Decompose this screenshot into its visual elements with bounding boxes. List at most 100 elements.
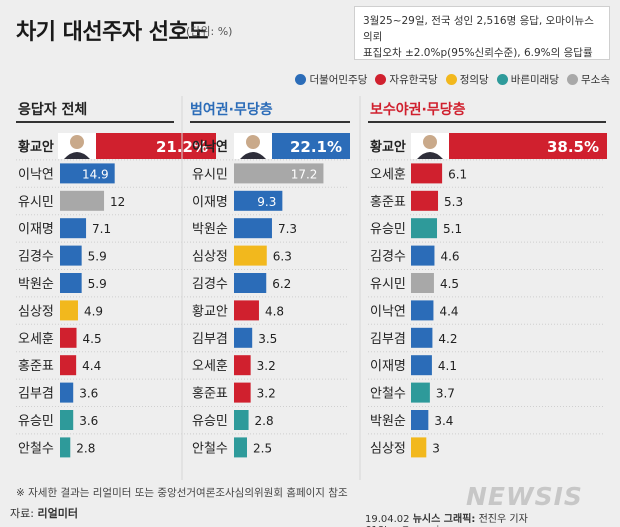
value-label: 4.1 — [438, 359, 457, 373]
bar — [60, 382, 74, 403]
bar — [411, 218, 438, 239]
bar — [234, 327, 253, 348]
portrait-face — [70, 135, 84, 149]
value-label: 3.6 — [79, 387, 98, 401]
legend-item: 더불어민주당 — [295, 72, 367, 87]
bar — [411, 245, 435, 266]
value-label: 6.3 — [273, 250, 292, 264]
panel-title-conservative: 보수야권·무당층 — [370, 102, 466, 118]
legend-item: 자유한국당 — [375, 72, 438, 87]
bar — [234, 382, 251, 403]
bar — [60, 437, 71, 458]
legend-label: 더불어민주당 — [309, 74, 368, 86]
candidate-name: 김경수 — [370, 250, 406, 265]
candidate-name: 안철수 — [192, 441, 228, 456]
value-label: 3.2 — [257, 387, 276, 401]
source-label: 자료: — [10, 507, 34, 520]
legend-label: 무소속 — [581, 74, 610, 86]
bar — [411, 355, 432, 376]
candidate-name: 오세훈 — [370, 167, 406, 182]
candidate-name: 심상정 — [192, 250, 228, 265]
candidate-name: 황교안 — [18, 139, 54, 155]
legend-dot — [445, 74, 457, 85]
value-label: 2.5 — [253, 441, 272, 455]
value-label: 5.3 — [444, 195, 463, 209]
portrait-suit — [417, 152, 443, 159]
bar — [60, 245, 82, 266]
source-name: 리얼미터 — [37, 507, 78, 520]
bar — [60, 273, 82, 293]
value-label: 4.4 — [439, 304, 458, 318]
value-label: 14.9 — [82, 167, 109, 181]
portrait-face — [246, 135, 260, 149]
candidate-name: 이재명 — [370, 359, 406, 374]
bar — [234, 245, 267, 266]
candidate-name: 심상정 — [370, 441, 406, 456]
value-label: 17.2 — [291, 167, 318, 181]
value-label: 3.5 — [258, 332, 277, 346]
value-label: 6.2 — [272, 277, 291, 291]
value-label: 4.9 — [84, 304, 103, 318]
candidate-name: 이재명 — [192, 195, 228, 210]
value-label: 2.8 — [76, 441, 95, 455]
bar — [234, 300, 259, 321]
credit-label: 전진우 기자 618tue@newsis.com — [365, 514, 528, 527]
panel-title-ruling: 범여권·무당층 — [190, 102, 273, 118]
bar — [411, 410, 429, 430]
candidate-name: 유승민 — [18, 414, 54, 429]
candidate-name: 박원순 — [192, 222, 228, 237]
bar — [60, 355, 77, 376]
value-label: 3.6 — [79, 414, 98, 428]
value-label: 38.5% — [547, 138, 599, 156]
survey-info-line: 3월25~29일, 전국 성인 2,516명 응답, 오마이뉴스 의뢰 — [363, 15, 594, 43]
candidate-name: 김부겸 — [192, 332, 228, 347]
candidate-name: 유승민 — [192, 414, 228, 429]
value-label: 9.3 — [257, 195, 276, 209]
credit-line: 19.04.02 뉴시스 그래픽: 전진우 기자 618tue@newsis.c… — [365, 510, 620, 527]
value-label: 5.9 — [88, 250, 107, 264]
candidate-name: 김부겸 — [370, 332, 406, 347]
bar — [411, 163, 443, 184]
bar — [234, 163, 324, 184]
legend-label: 바른미래당 — [510, 74, 560, 86]
newsis-logo: NEWSIS — [466, 482, 583, 511]
bar — [60, 218, 87, 239]
candidate-name: 황교안 — [370, 139, 406, 155]
survey-info-line: 표집오차 ±2.0%p(95%신뢰수준), 6.9%의 응답률 — [363, 47, 593, 59]
survey-info-box: 3월25~29일, 전국 성인 2,516명 응답, 오마이뉴스 의뢰 표집오차… — [354, 6, 610, 60]
bar — [411, 190, 439, 211]
agency-label: 뉴시스 그래픽: — [412, 514, 476, 525]
panel-title-all: 응답자 전체 — [18, 102, 88, 118]
value-label: 6.1 — [448, 167, 467, 181]
value-label: 2.8 — [255, 414, 274, 428]
candidate-name: 유승민 — [370, 222, 406, 237]
panel-rule — [368, 121, 606, 123]
bar — [234, 190, 283, 211]
value-label: 5.9 — [88, 277, 107, 291]
legend-dot — [496, 74, 508, 85]
value-label: 4.2 — [438, 332, 457, 346]
candidate-name: 오세훈 — [18, 332, 54, 347]
legend-dot — [375, 74, 387, 85]
value-label: 4.8 — [265, 304, 284, 318]
value-label: 7.3 — [278, 222, 297, 236]
legend-item: 무소속 — [567, 72, 610, 87]
candidate-name: 유시민 — [370, 277, 406, 292]
candidate-name: 유시민 — [192, 167, 228, 182]
legend-label: 자유한국당 — [389, 74, 438, 86]
portrait-suit — [240, 152, 266, 159]
candidate-name: 홍준표 — [370, 195, 406, 210]
bar — [60, 300, 78, 321]
candidate-name: 김경수 — [192, 277, 228, 292]
bar — [60, 163, 115, 184]
value-label: 4.5 — [83, 332, 102, 346]
candidate-name: 안철수 — [18, 441, 54, 456]
candidate-name: 이재명 — [18, 222, 54, 237]
candidate-name: 박원순 — [18, 277, 54, 292]
unit-label: (단위: %) — [186, 25, 233, 38]
bar — [411, 382, 430, 403]
candidate-name: 김경수 — [18, 250, 54, 265]
value-label: 12 — [110, 195, 125, 209]
value-label: 3.4 — [434, 414, 453, 428]
value-label: 3 — [432, 441, 440, 455]
